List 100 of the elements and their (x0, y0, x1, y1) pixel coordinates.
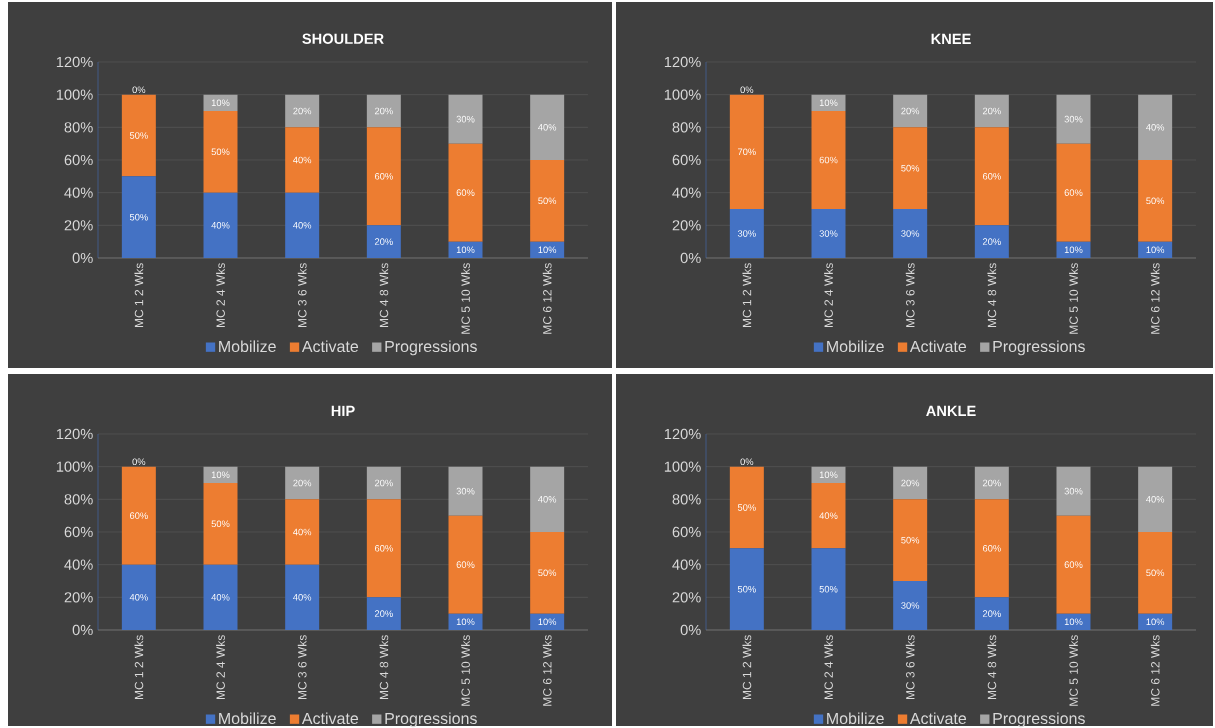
data-label: 30% (901, 230, 920, 237)
data-label: 20% (901, 107, 920, 115)
data-label: 10% (538, 246, 557, 254)
data-label: 40% (819, 512, 838, 519)
legend-label: Activate (909, 712, 967, 725)
bar (1138, 531, 1173, 614)
bar (203, 482, 238, 565)
data-label: 0% (132, 86, 146, 94)
x-tick-label: MC 3 6 Wks (297, 635, 307, 700)
data-label: 40% (293, 222, 312, 229)
data-label: 0% (132, 458, 146, 466)
data-label: 50% (538, 569, 557, 577)
x-tick-label: MC 3 6 Wks (905, 263, 915, 328)
bar (974, 94, 1009, 128)
data-label: 20% (374, 610, 393, 617)
x-tick-label: MC 4 8 Wks (987, 635, 997, 700)
bar (448, 143, 483, 242)
data-label: 10% (538, 618, 557, 626)
data-label: 40% (211, 222, 230, 229)
data-label: 30% (456, 487, 475, 495)
data-label: 10% (456, 246, 475, 254)
bar (974, 127, 1009, 226)
chart-title: KNEE (931, 33, 971, 44)
legend-label: Mobilize (219, 340, 276, 353)
bar (121, 94, 156, 177)
bar (1138, 94, 1173, 160)
bar (729, 548, 764, 630)
y-tick-label: 80% (64, 494, 93, 505)
bar (448, 94, 483, 144)
chart-title: ANKLE (926, 405, 976, 416)
y-tick-label: 120% (664, 428, 701, 440)
data-label: 30% (737, 230, 756, 237)
bar (974, 597, 1009, 630)
y-tick-label: 0% (680, 624, 701, 636)
data-label: 60% (982, 173, 1001, 180)
bar (121, 466, 156, 565)
data-label: 40% (293, 156, 312, 164)
bar (285, 466, 320, 500)
bar (1138, 613, 1173, 630)
y-tick-label: 120% (56, 56, 93, 68)
bar (811, 548, 846, 630)
bar (203, 466, 238, 483)
data-label: 60% (374, 545, 393, 552)
bar (285, 499, 320, 565)
data-label: 20% (374, 238, 393, 245)
bar (729, 208, 764, 258)
x-tick-label: MC 1 2 Wks (742, 635, 752, 700)
data-label: 0% (740, 86, 754, 94)
data-label: 50% (129, 132, 148, 139)
bar (203, 94, 238, 111)
y-tick-label: 40% (672, 559, 701, 570)
bar (1056, 613, 1091, 630)
data-label: 60% (1064, 189, 1083, 196)
x-tick-label: MC 6 12 Wks (1150, 635, 1160, 706)
bar (893, 208, 928, 258)
x-tick-label: MC 5 10 Wks (1069, 635, 1078, 706)
y-tick-label: 100% (664, 89, 701, 100)
bar (1056, 94, 1091, 144)
data-label: 70% (737, 148, 756, 156)
bar (729, 466, 764, 549)
y-tick-label: 20% (672, 592, 701, 603)
bar (1056, 466, 1091, 516)
data-label: 10% (211, 99, 230, 107)
y-tick-label: 0% (72, 252, 93, 264)
legend-label: Activate (301, 712, 359, 725)
data-label: 30% (456, 115, 475, 123)
bar (530, 613, 565, 630)
bar (1056, 515, 1091, 614)
y-tick-label: 20% (672, 220, 701, 231)
data-label: 50% (211, 148, 230, 156)
data-label: 20% (982, 107, 1001, 115)
bar (448, 613, 483, 630)
legend-label: Activate (909, 340, 967, 353)
x-tick-label: MC 1 2 Wks (134, 263, 144, 328)
bar (366, 94, 401, 128)
data-label: 60% (1064, 561, 1083, 568)
bar (974, 466, 1009, 500)
data-label: 50% (737, 504, 756, 511)
data-label: 20% (901, 479, 920, 487)
data-label: 50% (211, 520, 230, 528)
data-label: 10% (1146, 618, 1165, 626)
data-label: 50% (901, 536, 920, 544)
bar (448, 466, 483, 516)
data-label: 40% (211, 594, 230, 601)
x-tick-label: MC 2 4 Wks (216, 635, 225, 700)
bar (366, 466, 401, 500)
legend-label: Progressions (385, 712, 477, 728)
data-label: 20% (293, 479, 312, 487)
bar (893, 580, 928, 630)
data-label: 50% (1146, 197, 1165, 205)
y-tick-label: 60% (64, 154, 93, 166)
legend-label: Progressions (993, 340, 1085, 356)
y-tick-label: 40% (64, 559, 93, 570)
data-label: 60% (456, 561, 475, 568)
bar (530, 531, 565, 614)
y-tick-label: 100% (56, 89, 93, 100)
bar (530, 159, 565, 242)
data-label: 40% (1146, 496, 1165, 503)
bar (1056, 241, 1091, 258)
bar (974, 499, 1009, 598)
